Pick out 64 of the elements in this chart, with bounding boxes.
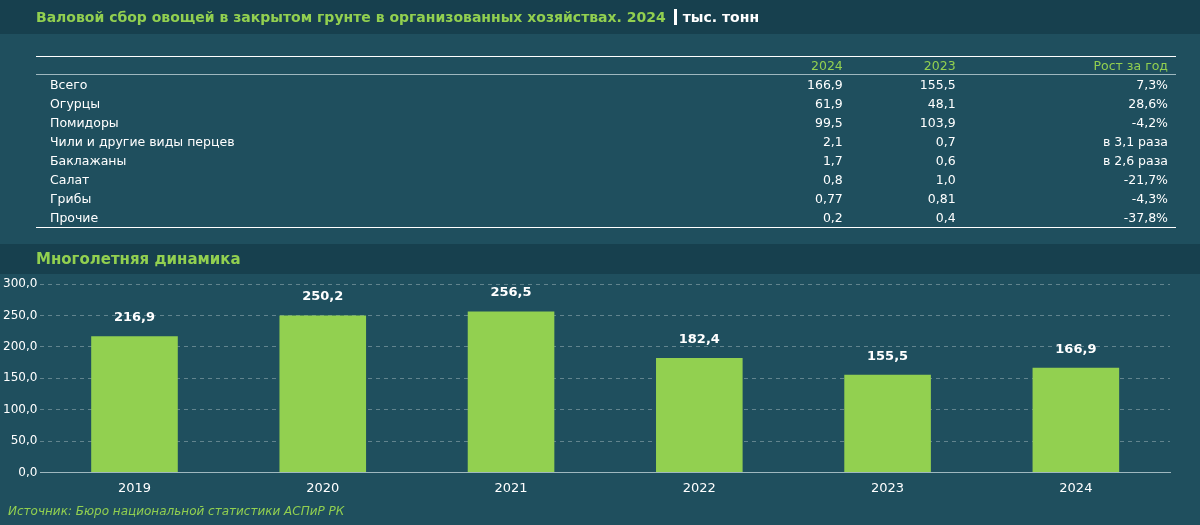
category-label: Баклажаны: [49, 152, 128, 170]
y-tick-label: 250,0: [2, 307, 38, 322]
data-label: 61,9: [813, 95, 844, 113]
x-tick-label: 2023: [871, 479, 905, 495]
data-label: 0,8: [821, 171, 844, 189]
data-label: в 2,6 раза: [1101, 152, 1169, 170]
category-label: Прочие: [49, 209, 100, 227]
category-label: Огурцы: [49, 95, 102, 113]
x-tick-label: 2022: [682, 479, 716, 495]
category-label: Помидоры: [49, 114, 120, 132]
bar: [279, 315, 367, 472]
y-tick-label: 0,0: [18, 464, 38, 479]
text: Рост за год: [1092, 57, 1169, 75]
chart-title: Многолетняя динамика: [0, 244, 1200, 274]
x-tick-label: 2019: [117, 479, 152, 495]
text: тыс. тонн: [673, 9, 760, 25]
y-tick-label: 50,0: [10, 433, 38, 448]
data-label: 2,1: [821, 133, 844, 151]
bar: [656, 357, 743, 472]
text: Валовой сбор овощей в закрытом грунте в организованных хозяйствах. 2024: [36, 9, 666, 25]
category-label: Всего: [49, 76, 89, 94]
data-label: 1,7: [821, 152, 844, 170]
data-label: 103,9: [918, 114, 957, 132]
data-label: 216,9: [113, 309, 156, 325]
data-label: -37,8%: [1122, 209, 1169, 227]
y-tick-label: 300,0: [2, 276, 38, 291]
data-label: 28,6%: [1127, 95, 1169, 113]
bar: [91, 336, 178, 472]
data-label: -4,2%: [1130, 114, 1169, 132]
data-label: 0,81: [926, 190, 957, 208]
data-label: 155,5: [867, 347, 909, 363]
data-label: 0,7: [934, 133, 957, 151]
data-label: 256,5: [490, 284, 532, 300]
bar: [1032, 367, 1120, 472]
data-label: 1,0: [934, 171, 957, 189]
data-label: 0,4: [934, 209, 957, 227]
data-label: 155,5: [918, 76, 957, 94]
y-tick-label: 150,0: [2, 370, 38, 385]
data-label: 0,6: [934, 152, 957, 170]
category-label: Салат: [49, 171, 91, 189]
bar: [467, 311, 555, 472]
data-label: -21,7%: [1122, 171, 1169, 189]
data-label: 182,4: [678, 330, 720, 346]
data-label: 166,9: [806, 76, 844, 94]
text: 2024: [810, 57, 844, 75]
data-label: 99,5: [813, 114, 844, 132]
data-label: 250,2: [302, 288, 344, 304]
data-label: 166,9: [1055, 340, 1097, 356]
x-tick-label: 2020: [306, 479, 340, 495]
data-label: 0,2: [821, 209, 844, 227]
x-tick-label: 2021: [494, 479, 528, 495]
category-label: Чили и другие виды перцев: [49, 133, 236, 151]
data-label: -4,3%: [1130, 190, 1169, 208]
data-label: 7,3%: [1135, 76, 1169, 94]
y-tick-label: 200,0: [2, 339, 38, 354]
bar: [844, 374, 931, 472]
x-tick-label: 2024: [1059, 479, 1093, 495]
category-label: Грибы: [49, 190, 93, 208]
text: Источник: Бюро национальной статистики АСПиР РК: [7, 504, 346, 518]
data-label: 0,77: [813, 190, 844, 208]
data-label: в 3,1 раза: [1101, 133, 1169, 151]
data-label: 48,1: [926, 95, 957, 113]
text: 2023: [922, 57, 957, 75]
y-tick-label: 100,0: [2, 401, 38, 416]
